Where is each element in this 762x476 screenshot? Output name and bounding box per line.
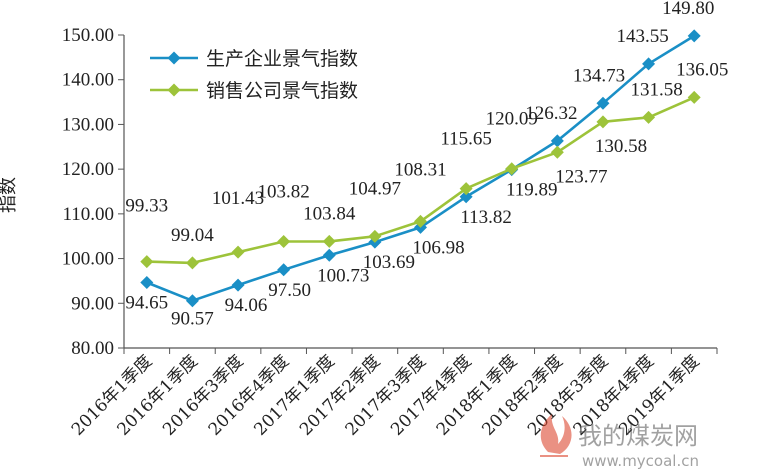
data-label: 143.55 xyxy=(616,26,668,47)
data-label: 99.04 xyxy=(171,225,214,246)
data-label: 94.06 xyxy=(225,295,268,316)
data-label: 130.58 xyxy=(595,136,647,157)
data-point xyxy=(140,275,154,289)
data-label: 100.73 xyxy=(317,265,369,286)
data-label: 101.43 xyxy=(212,188,264,209)
data-label: 90.57 xyxy=(171,309,214,330)
legend-label: 生产企业景气指数 xyxy=(206,48,358,70)
data-point xyxy=(185,256,199,270)
y-tick-label: 120.00 xyxy=(62,159,114,180)
data-label: 134.73 xyxy=(573,65,625,86)
data-point xyxy=(185,294,199,308)
data-point xyxy=(596,96,610,110)
data-label: 103.69 xyxy=(363,252,415,273)
y-tick-label: 110.00 xyxy=(62,204,114,225)
watermark-name: 我的煤炭网 xyxy=(578,422,698,450)
data-label: 120.09 xyxy=(486,109,538,130)
y-tick-label: 90.00 xyxy=(71,293,114,314)
data-point xyxy=(231,278,245,292)
data-label: 94.65 xyxy=(125,292,168,313)
data-point xyxy=(322,234,336,248)
y-tick-label: 130.00 xyxy=(62,114,114,135)
data-point xyxy=(459,182,473,196)
data-label: 103.84 xyxy=(303,203,356,224)
data-label: 97.50 xyxy=(268,280,311,301)
data-label: 119.89 xyxy=(506,180,558,201)
watermark-url: www.mycoal.cn xyxy=(582,452,699,470)
data-point xyxy=(368,229,382,243)
data-point xyxy=(642,57,656,71)
data-label: 149.80 xyxy=(662,0,714,19)
data-point xyxy=(550,145,564,159)
data-label: 99.33 xyxy=(125,196,168,217)
data-point xyxy=(596,115,610,129)
data-label: 126.32 xyxy=(525,103,577,124)
legend-marker-icon xyxy=(167,83,181,97)
y-axis-label: 指数 xyxy=(0,177,19,213)
data-label: 115.65 xyxy=(440,129,492,150)
y-tick-label: 140.00 xyxy=(62,70,114,91)
data-point xyxy=(687,90,701,104)
data-point xyxy=(277,234,291,248)
data-label: 103.82 xyxy=(258,181,310,202)
data-label: 104.97 xyxy=(349,178,401,199)
data-label: 123.77 xyxy=(555,166,607,187)
data-point xyxy=(322,248,336,262)
data-point xyxy=(459,190,473,204)
data-point xyxy=(231,245,245,259)
y-tick-label: 80.00 xyxy=(71,338,114,359)
y-tick-label: 150.00 xyxy=(62,25,114,46)
watermark: 我的煤炭网 www.mycoal.cn xyxy=(540,414,699,470)
data-point xyxy=(277,263,291,277)
y-tick-label: 100.00 xyxy=(62,249,114,270)
series-layer xyxy=(140,29,701,308)
data-label: 113.82 xyxy=(460,207,512,228)
data-point xyxy=(140,255,154,269)
data-label: 106.98 xyxy=(412,237,464,258)
data-label: 108.31 xyxy=(394,159,446,180)
data-point xyxy=(550,134,564,148)
data-label: 131.58 xyxy=(630,79,682,100)
legend-label: 销售公司景气指数 xyxy=(206,80,358,102)
legend-marker-icon xyxy=(167,51,181,65)
flame-logo-icon xyxy=(540,414,572,457)
data-point xyxy=(642,110,656,124)
data-point xyxy=(414,214,427,228)
data-label: 136.05 xyxy=(676,59,728,80)
data-point xyxy=(505,162,519,176)
data-point xyxy=(687,29,701,43)
